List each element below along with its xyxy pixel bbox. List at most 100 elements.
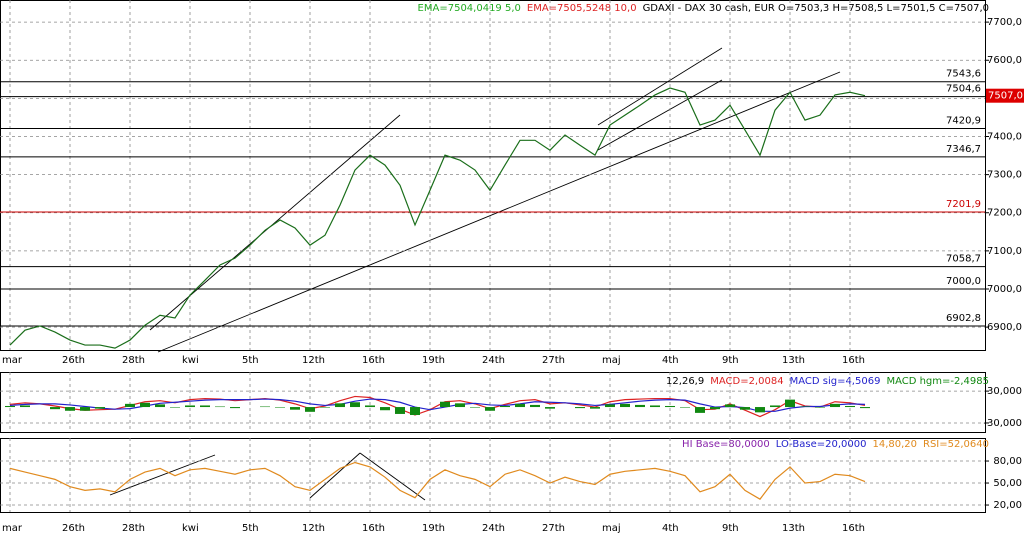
histogram-bar <box>485 407 495 411</box>
annotation: 14,80,20 <box>872 439 917 450</box>
chart-title: GDAXI - DAX 30 cash, EUR O=7503,3 H=7508… <box>643 3 989 14</box>
x-tick-label: 19th <box>422 523 445 534</box>
histogram-bar <box>725 404 735 408</box>
histogram-bar <box>65 407 75 411</box>
histogram-bar <box>80 407 90 411</box>
histogram-bar <box>185 405 195 408</box>
annotation: LO-Base=20,0000 <box>776 439 867 450</box>
y-tick-label: 6900,0 <box>987 322 1022 333</box>
histogram-bar <box>860 407 870 409</box>
x-tick-label: 28th <box>122 523 145 534</box>
panel-header: 12,26,9 MACD=2,0084 MACD sig=4,5069 MACD hg… <box>666 376 989 387</box>
histogram-bar <box>845 405 855 408</box>
histogram-bar <box>410 407 420 416</box>
histogram-bar <box>170 407 180 408</box>
histogram-bar <box>470 407 480 408</box>
level-label: 6902,8 <box>946 313 981 324</box>
x-tick-label: 13th <box>782 523 805 534</box>
histogram-bar <box>770 405 780 408</box>
histogram-bar <box>290 407 300 410</box>
histogram-bar <box>140 402 150 408</box>
histogram-bar <box>305 407 315 412</box>
x-tick-label: mar <box>2 523 23 534</box>
x-tick-label: 27th <box>542 523 565 534</box>
histogram-bar <box>830 403 840 408</box>
histogram-bar <box>800 406 810 408</box>
x-tick-label: 12th <box>302 523 325 534</box>
x-tick-label: 5th <box>242 523 259 534</box>
level-label: 7420,9 <box>946 116 981 127</box>
level-label: 7346,7 <box>946 144 981 155</box>
histogram-bar <box>515 403 525 408</box>
price-panel <box>0 0 986 351</box>
trend-line <box>597 47 723 126</box>
x-tick-label: 27th <box>542 355 565 366</box>
x-tick-label: 16th <box>362 355 385 366</box>
histogram-bar <box>275 407 285 408</box>
histogram-bar <box>455 403 465 408</box>
x-tick-label: 26th <box>62 523 85 534</box>
histogram-bar <box>440 401 450 408</box>
legend-entry: MACD=2,0084 <box>710 376 783 387</box>
y-tick-label: 7100,0 <box>987 246 1022 257</box>
annotation: 12,26,9 <box>666 376 704 387</box>
histogram-bar <box>50 407 60 410</box>
histogram-bar <box>395 407 405 414</box>
y-tick-label: 20,00 <box>993 500 1022 511</box>
trend-line <box>359 452 426 501</box>
histogram-bar <box>320 407 330 408</box>
y-tick-label: -30,000 <box>983 418 1022 429</box>
histogram-bar <box>605 404 615 408</box>
histogram-bar <box>335 403 345 408</box>
legend-entry: RSI=52,0640 <box>923 439 989 450</box>
histogram-bar <box>710 407 720 410</box>
annotation: EMA=7505,5248 10,0 <box>527 3 637 14</box>
legend-entry: MACD hgm=-2,4985 <box>886 376 989 387</box>
histogram-bar <box>695 407 705 413</box>
histogram-bar <box>155 404 165 408</box>
histogram-bar <box>590 407 600 409</box>
annotation: EMA=7504,0419 5,0 <box>418 3 521 14</box>
y-tick-label: 7600,0 <box>987 55 1022 66</box>
series-line <box>9 461 866 500</box>
x-tick-label: 28th <box>122 355 145 366</box>
last-price-box <box>986 88 1024 103</box>
histogram-bar <box>620 403 630 408</box>
x-tick-label: kwi <box>182 355 199 366</box>
x-tick-label: 24th <box>482 523 505 534</box>
x-tick-label: 13th <box>782 355 805 366</box>
histogram-bar <box>815 407 825 408</box>
trend-line <box>149 114 401 331</box>
y-tick-label: 7300,0 <box>987 170 1022 181</box>
y-tick-label: 80,00 <box>993 456 1022 467</box>
x-tick-label: mar <box>2 355 23 366</box>
x-tick-label: 5th <box>242 355 259 366</box>
histogram-bar <box>755 407 765 413</box>
histogram-bar <box>215 406 225 408</box>
histogram-bar <box>665 405 675 408</box>
panel-header: EMA=7504,0419 5,0 EMA=7505,5248 10,0 GDAXI… <box>418 3 989 14</box>
histogram-bar <box>260 406 270 408</box>
y-tick-label: 7400,0 <box>987 131 1022 142</box>
x-tick-label: maj <box>602 355 621 366</box>
histogram-bar <box>380 407 390 411</box>
histogram-bar <box>650 405 660 408</box>
panel-header: HI Base=80,0000 LO-Base=20,0000 14,80,20 RS… <box>682 439 989 450</box>
x-tick-label: 16th <box>362 523 385 534</box>
x-tick-label: 16th <box>842 523 865 534</box>
histogram-bar <box>635 404 645 408</box>
histogram-bar <box>125 403 135 408</box>
x-tick-label: 16th <box>842 355 865 366</box>
last-price-label: 7507,0 <box>988 91 1023 102</box>
histogram-bar <box>5 405 15 408</box>
y-tick-label: 7200,0 <box>987 208 1022 219</box>
histogram-bar <box>500 405 510 408</box>
y-tick-label: 7700,0 <box>987 17 1022 28</box>
histogram-bar <box>200 405 210 408</box>
rsi-panel <box>0 438 986 513</box>
level-label: 7000,0 <box>946 276 981 287</box>
macd-panel <box>0 372 986 433</box>
x-tick-label: 9th <box>722 355 739 366</box>
y-tick-label: 7000,0 <box>987 284 1022 295</box>
